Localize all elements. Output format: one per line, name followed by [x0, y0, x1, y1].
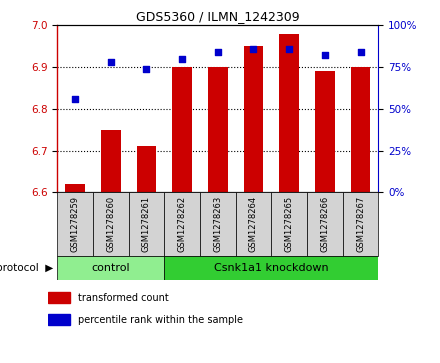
Text: GSM1278262: GSM1278262 — [178, 196, 187, 252]
Text: GSM1278267: GSM1278267 — [356, 196, 365, 252]
Text: GSM1278265: GSM1278265 — [285, 196, 293, 252]
Title: GDS5360 / ILMN_1242309: GDS5360 / ILMN_1242309 — [136, 10, 300, 23]
Point — [357, 49, 364, 55]
FancyBboxPatch shape — [57, 256, 164, 280]
Point — [214, 49, 221, 55]
Bar — [351, 67, 370, 192]
FancyBboxPatch shape — [236, 192, 271, 256]
Bar — [65, 184, 85, 192]
Bar — [101, 130, 121, 192]
Bar — [48, 314, 70, 325]
Bar — [136, 146, 156, 192]
Text: GSM1278260: GSM1278260 — [106, 196, 115, 252]
Point — [143, 66, 150, 72]
Point — [321, 53, 328, 58]
FancyBboxPatch shape — [200, 192, 236, 256]
Text: GSM1278266: GSM1278266 — [320, 196, 330, 252]
Bar — [48, 292, 70, 303]
FancyBboxPatch shape — [93, 192, 128, 256]
Text: control: control — [92, 263, 130, 273]
Point — [72, 96, 79, 102]
Text: GSM1278259: GSM1278259 — [70, 196, 80, 252]
Bar — [315, 71, 335, 192]
Text: GSM1278261: GSM1278261 — [142, 196, 151, 252]
Text: GSM1278264: GSM1278264 — [249, 196, 258, 252]
FancyBboxPatch shape — [164, 256, 378, 280]
Text: protocol  ▶: protocol ▶ — [0, 263, 53, 273]
Point — [107, 59, 114, 65]
FancyBboxPatch shape — [57, 192, 93, 256]
Bar — [172, 67, 192, 192]
Point — [179, 56, 186, 62]
FancyBboxPatch shape — [128, 192, 164, 256]
Bar — [279, 34, 299, 192]
FancyBboxPatch shape — [271, 192, 307, 256]
Text: GSM1278263: GSM1278263 — [213, 196, 222, 252]
Text: transformed count: transformed count — [78, 293, 169, 303]
Point — [286, 46, 293, 52]
FancyBboxPatch shape — [343, 192, 378, 256]
FancyBboxPatch shape — [164, 192, 200, 256]
Text: percentile rank within the sample: percentile rank within the sample — [78, 315, 243, 325]
Bar — [208, 67, 227, 192]
Text: Csnk1a1 knockdown: Csnk1a1 knockdown — [214, 263, 329, 273]
Point — [250, 46, 257, 52]
Bar — [244, 46, 263, 192]
FancyBboxPatch shape — [307, 192, 343, 256]
